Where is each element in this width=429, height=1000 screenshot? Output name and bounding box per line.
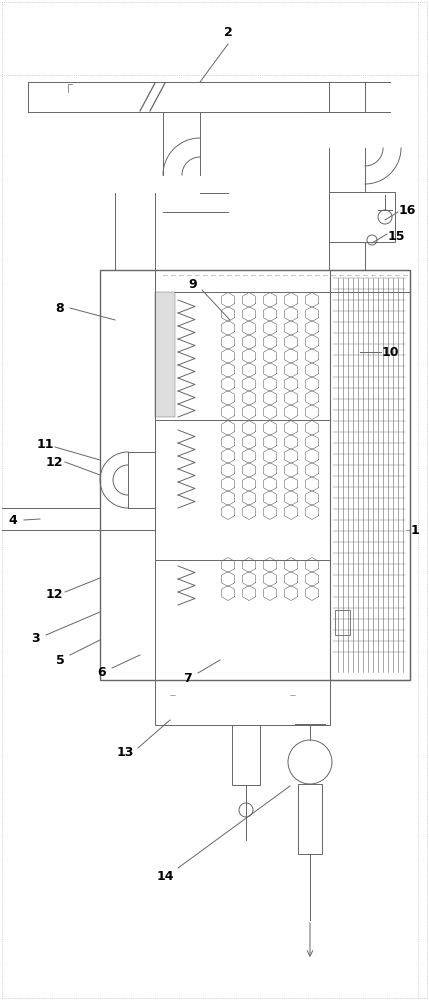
Bar — [155, 270, 410, 292]
Text: 8: 8 — [56, 302, 64, 314]
Text: 2: 2 — [224, 25, 233, 38]
Text: 12: 12 — [45, 588, 63, 601]
Text: 10: 10 — [381, 346, 399, 359]
Text: 4: 4 — [9, 514, 18, 526]
Text: 7: 7 — [184, 672, 192, 684]
Bar — [100, 270, 155, 530]
Text: 14: 14 — [156, 869, 174, 882]
Text: 16: 16 — [398, 204, 416, 217]
Bar — [155, 680, 330, 725]
Text: 12: 12 — [45, 456, 63, 468]
Bar — [330, 270, 410, 680]
Bar — [335, 610, 350, 635]
Text: 5: 5 — [56, 654, 64, 666]
Text: 1: 1 — [411, 524, 420, 536]
Text: 15: 15 — [387, 230, 405, 242]
Text: 11: 11 — [36, 438, 54, 450]
Bar — [155, 292, 175, 417]
Bar — [298, 784, 322, 854]
Bar — [100, 270, 410, 680]
Bar — [329, 192, 395, 242]
Bar — [232, 725, 260, 785]
Text: 3: 3 — [31, 632, 39, 645]
Text: 9: 9 — [189, 277, 197, 290]
Text: 13: 13 — [116, 746, 134, 758]
Text: 6: 6 — [98, 666, 106, 678]
